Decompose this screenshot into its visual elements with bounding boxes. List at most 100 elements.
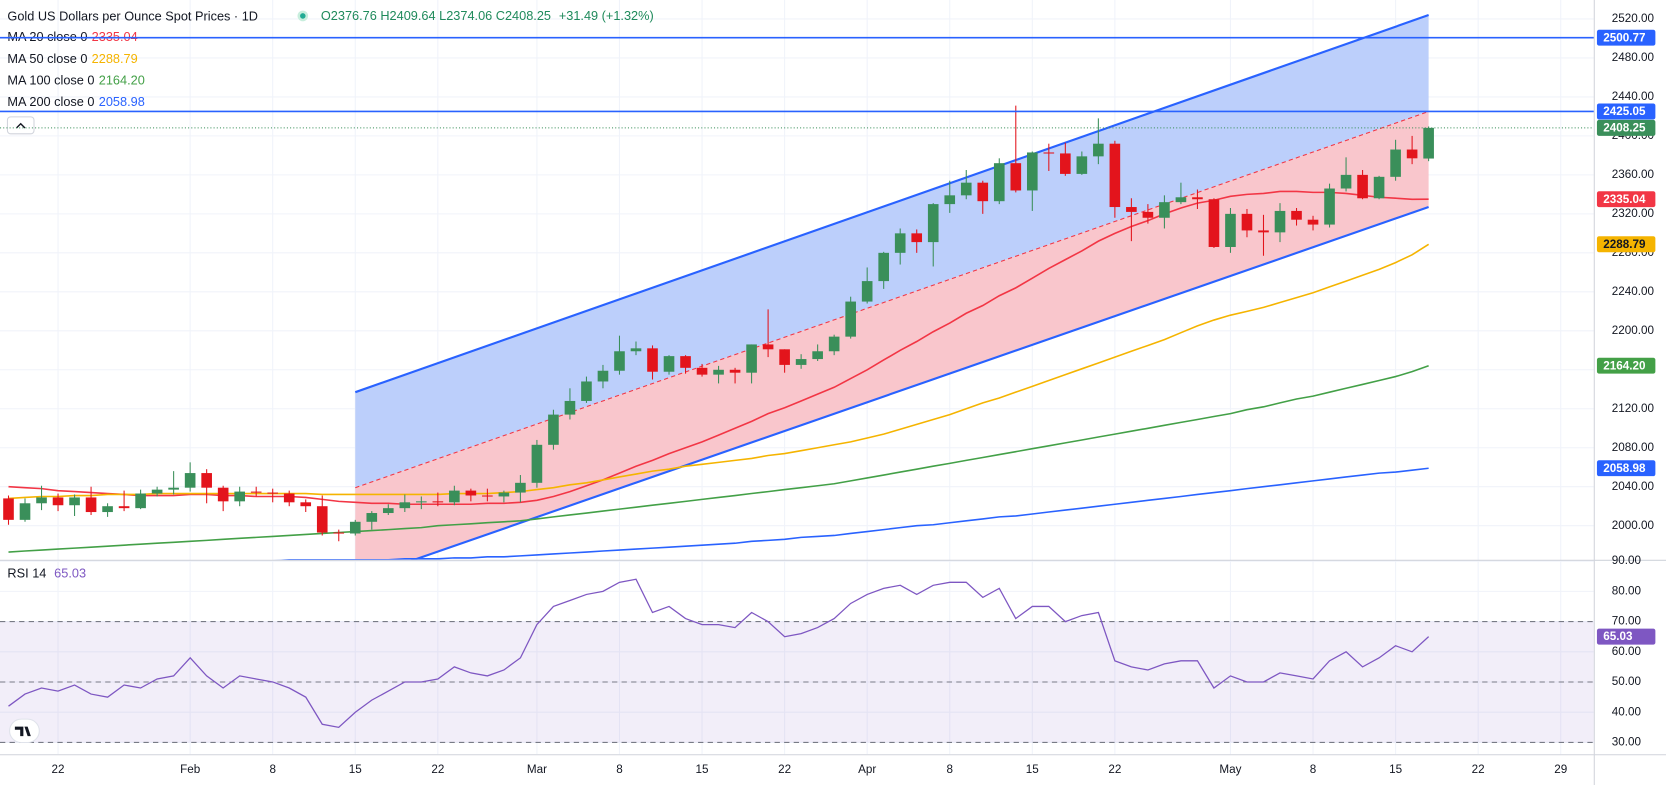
collapse-button[interactable]	[6, 116, 35, 135]
y-tick-label: 2440.00	[1612, 90, 1655, 103]
y-tick-label: 2040.00	[1612, 480, 1655, 493]
channel-upper-line	[354, 14, 1429, 394]
candle-body	[498, 492, 510, 497]
rsi-tag-box	[1596, 628, 1656, 645]
candle-body	[399, 502, 411, 509]
legend: Gold US Dollars per Ounce Spot Prices · …	[6, 8, 654, 581]
candle-body	[1126, 207, 1137, 212]
candle-body	[184, 473, 196, 488]
ma-tag-box	[1596, 191, 1656, 208]
ma-legend: MA 200 close 0 2058.98	[7, 95, 144, 110]
rsi-tick-label: 60.00	[1612, 645, 1642, 658]
candle-body	[1093, 143, 1104, 157]
candle-body	[250, 491, 262, 493]
candle-body	[1159, 202, 1170, 218]
level-tag-box	[1596, 103, 1656, 120]
ma-tag-box	[1596, 460, 1656, 477]
moving-average-line	[8, 364, 1429, 553]
collapse-button-box[interactable]	[6, 116, 35, 135]
candle-body	[201, 473, 212, 488]
candle-body	[845, 301, 856, 337]
candle-body	[779, 349, 790, 365]
candle-body	[1010, 163, 1022, 191]
ma-tag-box	[1596, 357, 1656, 374]
last-price-tag-box	[1596, 119, 1656, 136]
ma-legend: MA 100 close 0 2164.20	[7, 73, 144, 88]
rsi-label: RSI 14	[7, 566, 46, 581]
ma-tag: 2335.04	[1603, 193, 1646, 206]
candle-body	[812, 351, 823, 360]
ma-legend-value: 2288.79	[92, 51, 138, 66]
status-dot	[300, 13, 306, 19]
candle-body	[1175, 197, 1187, 203]
candle-body	[1274, 210, 1286, 233]
candle-body	[1307, 219, 1319, 225]
candle-body	[52, 497, 64, 506]
moving-average-line	[8, 243, 1430, 500]
candle-body	[630, 348, 642, 352]
candle-body	[1076, 156, 1088, 174]
y-tick-label: 2520.00	[1612, 12, 1655, 25]
candle-body	[1357, 174, 1368, 199]
ma-legend-value: 2058.98	[99, 95, 145, 110]
candle-body	[647, 348, 658, 372]
candle-body	[349, 521, 361, 534]
moving-average-line	[8, 190, 1429, 506]
candle-body	[911, 233, 923, 243]
candle-body	[1043, 152, 1055, 154]
x-tick-label: 22	[52, 763, 65, 776]
candle-body	[135, 493, 146, 509]
candle-body	[1142, 211, 1154, 218]
candle-body	[449, 490, 460, 503]
x-tick-label: 15	[1389, 763, 1402, 776]
channel-lower-line	[410, 206, 1429, 560]
candle-body	[1192, 197, 1203, 200]
candle-body	[795, 359, 807, 365]
logo-mark	[14, 726, 31, 737]
candle-body	[861, 281, 873, 302]
x-tick-label: 22	[1108, 763, 1121, 776]
last-price-tag: 2408.25	[1603, 121, 1646, 134]
collapse-chevron[interactable]	[15, 122, 26, 129]
candle-body	[416, 501, 427, 503]
price-pane	[3, 14, 1434, 560]
candle-body	[69, 497, 80, 506]
candle-body	[1324, 188, 1335, 225]
ma-legend-value: 2164.20	[99, 73, 145, 88]
rsi-tick-label: 30.00	[1612, 735, 1642, 748]
rsi-tick-label: 80.00	[1612, 584, 1642, 597]
rsi-tick-label: 90.00	[1612, 554, 1642, 567]
candle-body	[548, 414, 559, 445]
candle-body	[283, 493, 295, 503]
rsi-value: 65.03	[54, 566, 86, 581]
candle-body	[151, 489, 163, 494]
candle-body	[19, 503, 31, 520]
candle-body	[1423, 127, 1434, 159]
candle-body	[614, 351, 625, 371]
candle-body	[696, 367, 708, 375]
candle-body	[465, 490, 477, 496]
candle-body	[118, 506, 130, 509]
rsi-legend: RSI 14 65.03	[7, 566, 86, 581]
ohlc-label: O2376.76 H2409.64 L2374.06 C2408.25	[321, 8, 551, 23]
ma-legend-name: MA 50 close 0	[7, 51, 87, 66]
level-tag: 2425.05	[1603, 105, 1646, 118]
candle-body	[1258, 230, 1269, 233]
candle-body	[680, 356, 691, 368]
y-tick-label: 2320.00	[1612, 207, 1655, 220]
x-tick-label: 8	[946, 763, 953, 776]
candle-body	[515, 482, 526, 493]
candle-body	[944, 195, 956, 205]
candle-body	[482, 495, 493, 497]
y-tick-label: 2200.00	[1612, 324, 1655, 337]
ma-tag: 2058.98	[1603, 462, 1646, 475]
y-tick-label: 2360.00	[1612, 168, 1655, 181]
candle-body	[217, 487, 229, 502]
candle-body	[316, 506, 328, 533]
candle-body	[927, 204, 939, 243]
x-tick-label: Feb	[180, 763, 200, 776]
candle-body	[1291, 210, 1302, 220]
channel-middle-line	[355, 111, 1429, 489]
x-tick-label: 8	[616, 763, 623, 776]
